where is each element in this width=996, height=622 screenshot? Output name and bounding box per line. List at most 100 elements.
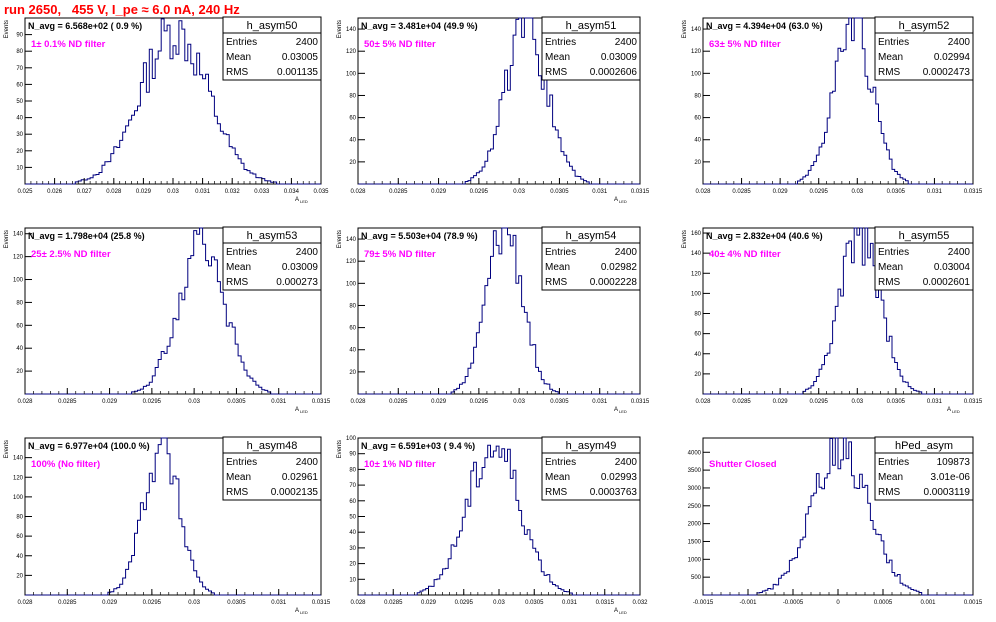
stats-value: 0.02993 (601, 472, 638, 483)
x-tick-label: 0.028 (695, 189, 711, 195)
histogram-panel-h_asym48: 0.028 0.0285 0.029 0.0295 0.03 0.0305 0.031 0.0… (4, 436, 331, 615)
stats-label: Mean (226, 52, 251, 63)
stats-value: 0.03005 (282, 52, 319, 63)
x-tick-label: 0.028 (350, 399, 366, 405)
stats-label: Mean (545, 472, 570, 483)
x-tick-label: 0.0315 (964, 399, 983, 405)
y-tick-label: 80 (694, 312, 701, 318)
x-tick-label: 0.0295 (470, 189, 489, 195)
histogram-panel-hPed_asym: -0.0015 -0.001 -0.0005 0 0.0005 0.001 0.0015 50… (688, 436, 983, 606)
y-tick-label: 120 (691, 271, 702, 277)
y-tick-label: 40 (16, 554, 23, 560)
stats-value: 0.02961 (282, 472, 319, 483)
y-tick-label: 60 (349, 116, 356, 122)
y-axis-label: Events (4, 230, 10, 248)
y-tick-label: 4000 (688, 450, 702, 456)
x-tick-label: 0.0295 (143, 600, 162, 606)
filter-annotation: 1± 0.1% ND filter (31, 39, 106, 50)
histogram-name: h_asym53 (247, 230, 298, 242)
y-tick-label: 100 (346, 281, 357, 287)
histogram-panel-h_asym53: 0.028 0.0285 0.029 0.0295 0.03 0.0305 0.031 0.0… (4, 226, 331, 414)
x-tick-label: 0.0305 (887, 399, 906, 405)
stats-label: RMS (878, 277, 901, 288)
x-tick-label: -0.0005 (783, 600, 804, 606)
histogram-series (358, 227, 640, 395)
y-axis-label: Events (682, 230, 688, 248)
y-tick-label: 3000 (688, 486, 702, 492)
plot-frame (702, 227, 974, 395)
x-tick-label: 0.0295 (810, 189, 829, 195)
x-tick-label: 0.0315 (964, 189, 983, 195)
stats-label: RMS (226, 67, 249, 78)
y-tick-label: 60 (349, 326, 356, 332)
x-axis-label: ALED (614, 407, 627, 414)
x-tick-label: 0.0305 (550, 189, 569, 195)
x-tick-label: 0.03 (167, 189, 179, 195)
n-avg-label: N_avg = 5.503e+04 (78.9 %) (361, 231, 478, 241)
y-tick-label: 40 (16, 346, 23, 352)
histogram-name: h_asym54 (566, 230, 617, 242)
y-tick-label: 80 (349, 93, 356, 99)
stats-box (222, 226, 322, 291)
n-avg-label: N_avg = 2.832e+04 (40.6 %) (706, 231, 823, 241)
stats-label: Entries (878, 37, 909, 48)
x-tick-label: 0.0305 (550, 399, 569, 405)
stats-value: 0.0003763 (590, 487, 638, 498)
y-tick-label: 120 (346, 259, 357, 265)
x-tick-label: 0.027 (77, 189, 93, 195)
x-tick-label: 0.0305 (227, 399, 246, 405)
stats-value: 0.0002228 (590, 277, 638, 288)
x-tick-label: 0.026 (47, 189, 63, 195)
x-tick-label: 0.0285 (58, 600, 77, 606)
stats-value: 0.03009 (601, 52, 638, 63)
stats-value: 0.0002606 (590, 67, 638, 78)
x-axis-label-sub: LED (619, 199, 627, 204)
stats-value: 2400 (296, 457, 319, 468)
stats-box (874, 226, 974, 291)
x-tick-label: 0.0285 (389, 399, 408, 405)
y-axis-label: Events (4, 440, 10, 458)
stats-value: 2400 (948, 37, 971, 48)
plot-frame (24, 227, 322, 395)
x-tick-label: 0.035 (313, 189, 329, 195)
x-axis-label: ALED (295, 407, 308, 414)
x-axis-label-sub: LED (300, 199, 308, 204)
stats-value: 2400 (615, 247, 638, 258)
x-tick-label: 0.028 (695, 399, 711, 405)
x-tick-label: 0.0315 (631, 189, 650, 195)
histogram-series (25, 437, 321, 596)
histogram-series (25, 227, 321, 395)
x-axis-label: ALED (614, 197, 627, 204)
stats-label: Mean (878, 52, 903, 63)
x-axis-label: ALED (295, 608, 308, 615)
y-tick-label: 60 (694, 116, 701, 122)
x-tick-label: 0.031 (592, 189, 608, 195)
stats-label: RMS (545, 277, 568, 288)
filter-annotation: Shutter Closed (709, 459, 777, 470)
x-axis-label-sub: LED (300, 409, 308, 414)
histogram-name: h_asym49 (566, 440, 617, 452)
x-tick-label: 0.03 (513, 399, 525, 405)
stats-label: Mean (878, 472, 903, 483)
y-tick-label: 60 (16, 534, 23, 540)
x-tick-label: 0.032 (632, 600, 648, 606)
x-tick-label: 0.0285 (389, 189, 408, 195)
x-tick-label: -0.0015 (693, 600, 714, 606)
y-axis-label: Events (4, 20, 10, 38)
stats-label: RMS (545, 67, 568, 78)
y-tick-label: 60 (349, 499, 356, 505)
histogram-name: hPed_asym (895, 440, 953, 452)
stats-label: RMS (226, 487, 249, 498)
stats-label: Entries (878, 457, 909, 468)
x-tick-label: -0.001 (739, 600, 757, 606)
x-tick-label: 0.0295 (143, 399, 162, 405)
n-avg-label: N_avg = 6.977e+04 (100.0 %) (28, 441, 150, 451)
stats-value: 0.001135 (277, 67, 318, 78)
x-tick-label: 0.029 (431, 399, 447, 405)
histogram-series (703, 227, 973, 395)
y-tick-label: 20 (16, 149, 23, 155)
histogram-panel-h_asym52: 0.028 0.0285 0.029 0.0295 0.03 0.0305 0.031 0.0… (682, 16, 983, 195)
stats-label: Entries (545, 37, 576, 48)
stats-label: RMS (878, 487, 901, 498)
stats-box (541, 436, 641, 501)
